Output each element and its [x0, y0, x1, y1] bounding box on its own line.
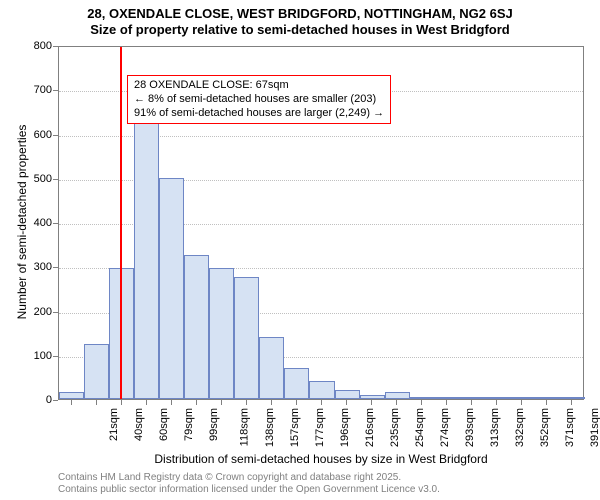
- y-tick-mark: [53, 90, 58, 91]
- annotation-line: 28 OXENDALE CLOSE: 67sqm: [134, 79, 384, 93]
- y-tick-mark: [53, 223, 58, 224]
- y-tick-mark: [53, 356, 58, 357]
- y-tick-label: 500: [20, 173, 52, 185]
- histogram-bar: [410, 397, 435, 399]
- x-tick-label: 138sqm: [264, 408, 276, 447]
- x-tick-mark: [271, 400, 272, 405]
- histogram-bar: [385, 392, 410, 399]
- histogram-bar: [309, 381, 334, 399]
- histogram-bar: [159, 178, 184, 399]
- y-tick-label: 400: [20, 217, 52, 229]
- property-size-chart: 28, OXENDALE CLOSE, WEST BRIDGFORD, NOTT…: [0, 0, 600, 500]
- x-tick-label: 79sqm: [183, 408, 195, 441]
- chart-title-line1: 28, OXENDALE CLOSE, WEST BRIDGFORD, NOTT…: [0, 0, 600, 22]
- y-tick-mark: [53, 135, 58, 136]
- x-tick-mark: [146, 400, 147, 405]
- histogram-bar: [335, 390, 360, 399]
- x-tick-mark: [221, 400, 222, 405]
- x-tick-mark: [121, 400, 122, 405]
- footer-line1: Contains HM Land Registry data © Crown c…: [58, 472, 401, 484]
- x-tick-mark: [321, 400, 322, 405]
- x-tick-mark: [396, 400, 397, 405]
- x-tick-mark: [421, 400, 422, 405]
- y-tick-mark: [53, 400, 58, 401]
- x-tick-mark: [546, 400, 547, 405]
- x-tick-mark: [346, 400, 347, 405]
- x-tick-mark: [371, 400, 372, 405]
- histogram-bar: [134, 118, 159, 399]
- histogram-bar: [485, 397, 510, 399]
- x-tick-label: 332sqm: [514, 408, 526, 447]
- y-tick-mark: [53, 179, 58, 180]
- histogram-bar: [460, 397, 485, 399]
- y-tick-label: 100: [20, 350, 52, 362]
- x-tick-mark: [571, 400, 572, 405]
- subject-marker-line: [120, 47, 122, 399]
- y-tick-label: 200: [20, 306, 52, 318]
- y-tick-label: 0: [20, 394, 52, 406]
- x-tick-label: 196sqm: [339, 408, 351, 447]
- histogram-bar: [209, 268, 234, 399]
- x-tick-label: 371sqm: [565, 408, 577, 447]
- x-tick-label: 177sqm: [314, 408, 326, 447]
- x-tick-label: 118sqm: [238, 408, 250, 446]
- x-tick-mark: [496, 400, 497, 405]
- histogram-bar: [184, 255, 209, 399]
- x-tick-mark: [246, 400, 247, 405]
- x-tick-label: 352sqm: [539, 408, 551, 447]
- y-tick-label: 800: [20, 40, 52, 52]
- histogram-bar: [59, 392, 84, 399]
- x-tick-mark: [296, 400, 297, 405]
- x-tick-mark: [71, 400, 72, 405]
- x-tick-label: 40sqm: [133, 408, 145, 441]
- x-tick-label: 293sqm: [464, 408, 476, 447]
- plot-area: 28 OXENDALE CLOSE: 67sqm← 8% of semi-det…: [58, 46, 584, 400]
- x-tick-mark: [521, 400, 522, 405]
- histogram-bar: [259, 337, 284, 399]
- x-tick-mark: [171, 400, 172, 405]
- x-tick-label: 254sqm: [414, 408, 426, 447]
- histogram-bar: [560, 397, 585, 399]
- x-tick-label: 157sqm: [289, 408, 301, 447]
- histogram-bar: [535, 397, 560, 399]
- x-tick-label: 60sqm: [158, 408, 170, 441]
- chart-title-line2: Size of property relative to semi-detach…: [0, 22, 600, 38]
- x-tick-mark: [471, 400, 472, 405]
- annotation-line: ← 8% of semi-detached houses are smaller…: [134, 93, 384, 107]
- histogram-bar: [284, 368, 309, 399]
- histogram-bar: [510, 397, 535, 399]
- x-axis-label: Distribution of semi-detached houses by …: [58, 452, 584, 466]
- annotation-line: 91% of semi-detached houses are larger (…: [134, 107, 384, 121]
- annotation-box: 28 OXENDALE CLOSE: 67sqm← 8% of semi-det…: [127, 75, 391, 124]
- x-tick-label: 235sqm: [389, 408, 401, 447]
- x-tick-mark: [96, 400, 97, 405]
- y-tick-mark: [53, 267, 58, 268]
- histogram-bar: [84, 344, 109, 399]
- histogram-bar: [234, 277, 259, 399]
- histogram-bar: [435, 397, 460, 399]
- histogram-bar: [360, 395, 385, 399]
- footer-line2: Contains public sector information licen…: [58, 484, 440, 496]
- y-tick-label: 300: [20, 261, 52, 273]
- y-tick-mark: [53, 46, 58, 47]
- x-tick-label: 216sqm: [364, 408, 376, 447]
- y-tick-mark: [53, 312, 58, 313]
- x-tick-mark: [446, 400, 447, 405]
- x-tick-mark: [196, 400, 197, 405]
- x-tick-label: 21sqm: [108, 408, 120, 441]
- y-tick-label: 600: [20, 129, 52, 141]
- x-tick-label: 391sqm: [590, 408, 600, 447]
- x-tick-label: 313sqm: [489, 408, 501, 447]
- x-tick-label: 99sqm: [208, 408, 220, 441]
- x-tick-label: 274sqm: [439, 408, 451, 447]
- y-tick-label: 700: [20, 84, 52, 96]
